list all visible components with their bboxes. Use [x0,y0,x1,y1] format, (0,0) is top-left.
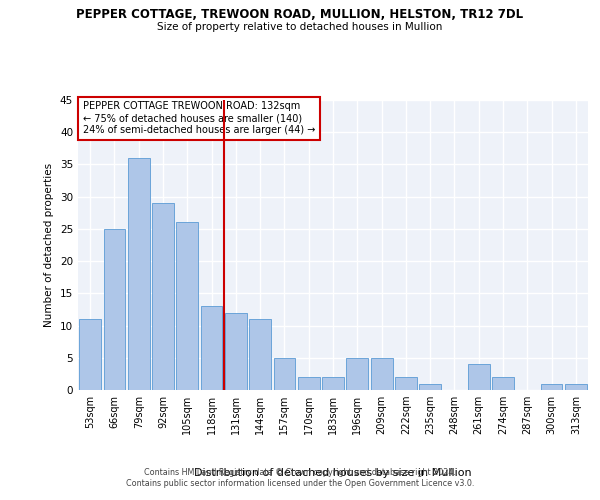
Text: Contains HM Land Registry data © Crown copyright and database right 2024.
Contai: Contains HM Land Registry data © Crown c… [126,468,474,487]
Bar [152,203,174,390]
Bar [322,377,344,390]
Bar [541,384,562,390]
Bar [565,384,587,390]
Text: Distribution of detached houses by size in Mullion: Distribution of detached houses by size … [194,468,472,477]
Bar [176,222,198,390]
Bar [225,312,247,390]
Text: PEPPER COTTAGE TREWOON ROAD: 132sqm
← 75% of detached houses are smaller (140)
2: PEPPER COTTAGE TREWOON ROAD: 132sqm ← 75… [83,102,316,134]
Bar [468,364,490,390]
Bar [104,229,125,390]
Bar [346,358,368,390]
Bar [128,158,149,390]
Bar [274,358,295,390]
Bar [395,377,417,390]
Bar [371,358,392,390]
Bar [79,319,101,390]
Text: PEPPER COTTAGE, TREWOON ROAD, MULLION, HELSTON, TR12 7DL: PEPPER COTTAGE, TREWOON ROAD, MULLION, H… [76,8,524,20]
Y-axis label: Number of detached properties: Number of detached properties [44,163,55,327]
Bar [249,319,271,390]
Bar [298,377,320,390]
Bar [492,377,514,390]
Bar [200,306,223,390]
Text: Size of property relative to detached houses in Mullion: Size of property relative to detached ho… [157,22,443,32]
Bar [419,384,441,390]
